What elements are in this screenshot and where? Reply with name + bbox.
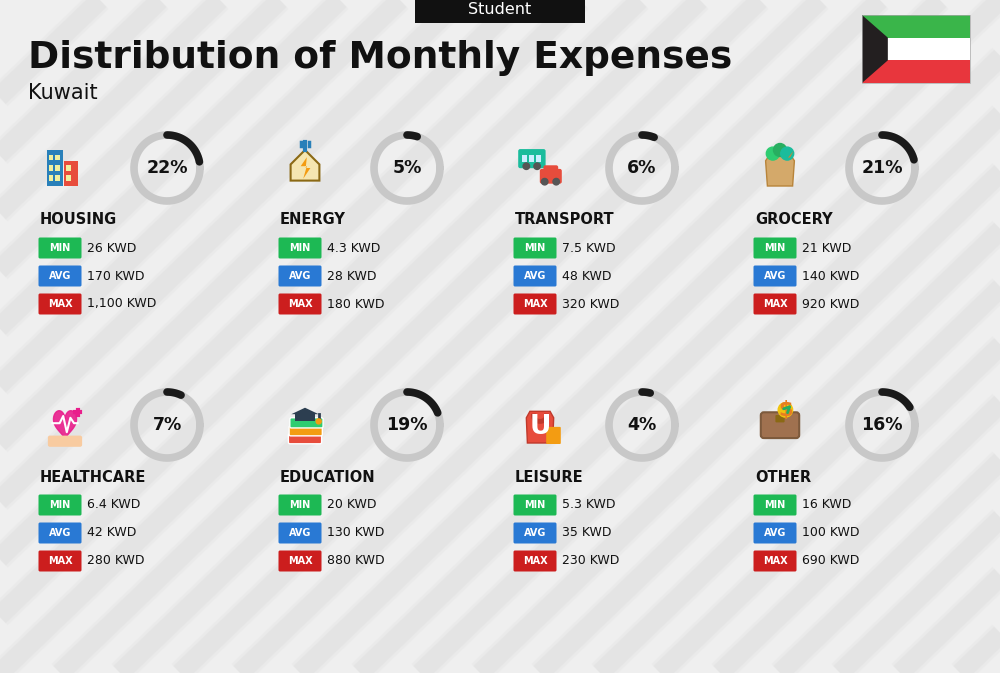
FancyBboxPatch shape bbox=[278, 266, 322, 287]
FancyBboxPatch shape bbox=[295, 414, 315, 421]
Text: OTHER: OTHER bbox=[755, 470, 811, 485]
FancyBboxPatch shape bbox=[55, 165, 60, 170]
FancyBboxPatch shape bbox=[754, 551, 796, 571]
FancyBboxPatch shape bbox=[289, 425, 322, 436]
FancyBboxPatch shape bbox=[47, 150, 63, 186]
FancyBboxPatch shape bbox=[775, 415, 785, 423]
Text: $: $ bbox=[778, 400, 793, 420]
Text: Distribution of Monthly Expenses: Distribution of Monthly Expenses bbox=[28, 40, 732, 76]
Circle shape bbox=[781, 147, 794, 160]
FancyBboxPatch shape bbox=[38, 266, 82, 287]
Text: 48 KWD: 48 KWD bbox=[562, 269, 612, 283]
FancyBboxPatch shape bbox=[754, 522, 796, 544]
Circle shape bbox=[778, 402, 793, 417]
Text: 22%: 22% bbox=[146, 159, 188, 177]
Text: MAX: MAX bbox=[48, 299, 72, 309]
FancyBboxPatch shape bbox=[38, 522, 82, 544]
FancyBboxPatch shape bbox=[64, 161, 78, 186]
FancyBboxPatch shape bbox=[55, 175, 60, 180]
FancyBboxPatch shape bbox=[514, 238, 556, 258]
Text: MAX: MAX bbox=[288, 556, 312, 566]
Text: 130 KWD: 130 KWD bbox=[327, 526, 384, 540]
Text: 42 KWD: 42 KWD bbox=[87, 526, 136, 540]
Text: MIN: MIN bbox=[289, 500, 311, 510]
FancyBboxPatch shape bbox=[862, 61, 970, 83]
Text: AVG: AVG bbox=[289, 271, 311, 281]
FancyBboxPatch shape bbox=[536, 155, 541, 162]
Circle shape bbox=[766, 147, 779, 160]
FancyBboxPatch shape bbox=[66, 175, 71, 180]
Text: 280 KWD: 280 KWD bbox=[87, 555, 144, 567]
FancyBboxPatch shape bbox=[540, 169, 562, 184]
Text: 28 KWD: 28 KWD bbox=[327, 269, 376, 283]
FancyBboxPatch shape bbox=[862, 15, 970, 38]
Polygon shape bbox=[526, 411, 554, 443]
Text: AVG: AVG bbox=[764, 528, 786, 538]
FancyBboxPatch shape bbox=[754, 238, 796, 258]
Text: 6%: 6% bbox=[627, 159, 657, 177]
Text: 19%: 19% bbox=[386, 416, 428, 434]
Text: 1,100 KWD: 1,100 KWD bbox=[87, 297, 156, 310]
Polygon shape bbox=[291, 408, 319, 414]
Circle shape bbox=[541, 178, 548, 185]
Polygon shape bbox=[301, 157, 310, 179]
Text: MIN: MIN bbox=[524, 500, 546, 510]
Text: 4%: 4% bbox=[627, 416, 657, 434]
Text: 6.4 KWD: 6.4 KWD bbox=[87, 499, 140, 511]
Text: MIN: MIN bbox=[764, 500, 786, 510]
Text: MAX: MAX bbox=[288, 299, 312, 309]
Text: Kuwait: Kuwait bbox=[28, 83, 98, 103]
Text: AVG: AVG bbox=[49, 271, 71, 281]
FancyBboxPatch shape bbox=[278, 293, 322, 314]
FancyBboxPatch shape bbox=[49, 165, 53, 170]
Text: HEALTHCARE: HEALTHCARE bbox=[40, 470, 146, 485]
FancyBboxPatch shape bbox=[518, 149, 546, 168]
FancyBboxPatch shape bbox=[522, 155, 527, 162]
Text: MIN: MIN bbox=[289, 243, 311, 253]
Text: MAX: MAX bbox=[763, 299, 787, 309]
Text: AVG: AVG bbox=[764, 271, 786, 281]
FancyBboxPatch shape bbox=[543, 166, 558, 176]
Polygon shape bbox=[53, 411, 77, 440]
Circle shape bbox=[774, 143, 786, 157]
Text: MIN: MIN bbox=[524, 243, 546, 253]
Text: 35 KWD: 35 KWD bbox=[562, 526, 612, 540]
Text: 21 KWD: 21 KWD bbox=[802, 242, 851, 254]
Text: 170 KWD: 170 KWD bbox=[87, 269, 144, 283]
Text: 16%: 16% bbox=[861, 416, 903, 434]
FancyBboxPatch shape bbox=[49, 155, 53, 160]
Text: GROCERY: GROCERY bbox=[755, 213, 833, 227]
Text: 180 KWD: 180 KWD bbox=[327, 297, 384, 310]
Text: 16 KWD: 16 KWD bbox=[802, 499, 851, 511]
Polygon shape bbox=[788, 151, 794, 158]
FancyBboxPatch shape bbox=[288, 433, 322, 444]
FancyBboxPatch shape bbox=[514, 551, 556, 571]
Text: 21%: 21% bbox=[861, 159, 903, 177]
Circle shape bbox=[534, 163, 540, 170]
FancyBboxPatch shape bbox=[754, 266, 796, 287]
Text: 5.3 KWD: 5.3 KWD bbox=[562, 499, 616, 511]
Text: TRANSPORT: TRANSPORT bbox=[515, 213, 615, 227]
FancyBboxPatch shape bbox=[278, 495, 322, 516]
FancyBboxPatch shape bbox=[55, 155, 60, 160]
FancyBboxPatch shape bbox=[66, 165, 71, 170]
Text: MAX: MAX bbox=[523, 299, 547, 309]
FancyBboxPatch shape bbox=[546, 427, 561, 444]
Text: HOUSING: HOUSING bbox=[40, 213, 117, 227]
Text: 320 KWD: 320 KWD bbox=[562, 297, 619, 310]
Text: 7%: 7% bbox=[152, 416, 182, 434]
FancyBboxPatch shape bbox=[862, 38, 970, 61]
Polygon shape bbox=[291, 150, 319, 180]
FancyBboxPatch shape bbox=[38, 238, 82, 258]
FancyBboxPatch shape bbox=[38, 495, 82, 516]
Circle shape bbox=[523, 163, 530, 170]
Text: LEISURE: LEISURE bbox=[515, 470, 584, 485]
Text: MIN: MIN bbox=[49, 243, 71, 253]
FancyBboxPatch shape bbox=[49, 175, 53, 180]
FancyBboxPatch shape bbox=[38, 551, 82, 571]
FancyBboxPatch shape bbox=[48, 435, 82, 447]
Text: 26 KWD: 26 KWD bbox=[87, 242, 136, 254]
FancyBboxPatch shape bbox=[415, 0, 585, 23]
Text: 140 KWD: 140 KWD bbox=[802, 269, 859, 283]
